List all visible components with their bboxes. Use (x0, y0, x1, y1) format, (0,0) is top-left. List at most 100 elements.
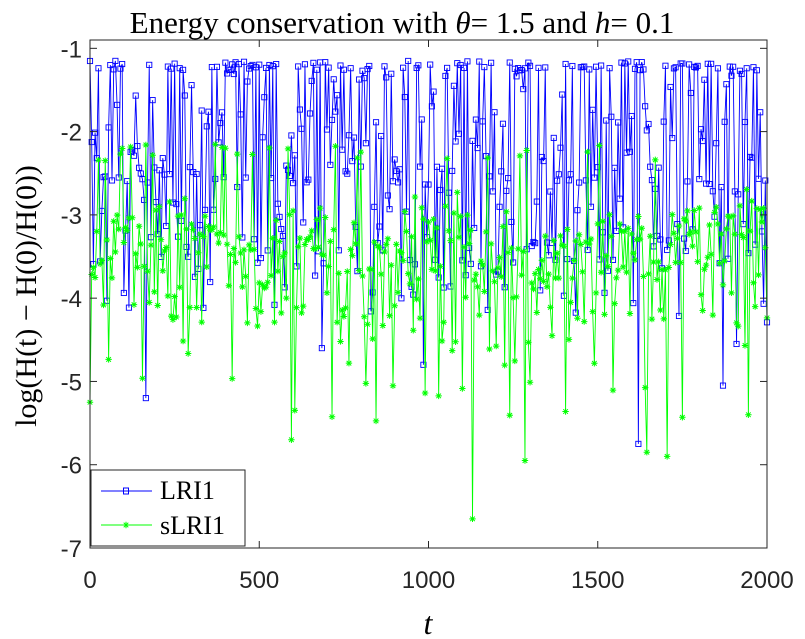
data-point-slri1 (342, 304, 349, 312)
data-point-lri1 (296, 106, 303, 113)
data-point-slri1 (667, 241, 674, 248)
data-point-lri1 (361, 75, 368, 82)
data-point-lri1 (328, 116, 336, 123)
data-point-slri1 (736, 202, 744, 210)
data-point-slri1 (415, 275, 422, 283)
data-point-slri1 (140, 263, 148, 270)
data-point-lri1 (449, 167, 456, 174)
data-point-lri1 (672, 64, 679, 71)
data-point-slri1 (597, 269, 605, 276)
data-point-slri1 (118, 145, 126, 152)
data-point-slri1 (162, 244, 170, 251)
data-point-lri1 (301, 61, 309, 68)
data-point-slri1 (245, 241, 253, 249)
data-point-slri1 (531, 270, 539, 277)
data-point-slri1 (161, 247, 168, 255)
data-point-lri1 (166, 171, 173, 178)
data-point-slri1 (196, 230, 204, 238)
data-point-slri1 (149, 152, 156, 159)
data-point-slri1 (125, 214, 133, 222)
data-point-slri1 (460, 243, 468, 251)
data-point-lri1 (692, 64, 699, 71)
data-point-slri1 (205, 223, 212, 230)
data-point-slri1 (506, 412, 513, 419)
data-point-slri1 (404, 270, 412, 277)
data-point-slri1 (674, 235, 681, 242)
data-point-slri1 (574, 315, 581, 322)
data-point-slri1 (247, 246, 254, 254)
data-point-slri1 (470, 276, 478, 284)
data-point-slri1 (469, 515, 476, 523)
data-point-slri1 (528, 279, 535, 287)
data-point-slri1 (663, 453, 671, 460)
chart-title-theta-value: = 1.5 (471, 5, 535, 40)
data-point-lri1 (416, 163, 424, 170)
data-point-lri1 (481, 64, 488, 71)
data-point-slri1 (413, 295, 420, 303)
data-point-slri1 (520, 248, 527, 255)
data-point-slri1 (459, 385, 466, 392)
data-point-lri1 (670, 65, 677, 72)
data-point-lri1 (540, 158, 547, 165)
data-point-lri1 (362, 140, 369, 147)
data-point-legend (122, 521, 130, 529)
data-point-lri1 (196, 222, 204, 229)
data-point-lri1 (533, 198, 540, 205)
data-point-lri1 (430, 88, 437, 95)
data-point-lri1 (527, 62, 534, 69)
data-point-slri1 (406, 280, 414, 288)
data-point-slri1 (333, 319, 341, 326)
data-point-lri1 (350, 134, 358, 141)
data-point-slri1 (322, 214, 329, 221)
data-point-lri1 (645, 120, 652, 128)
data-point-lri1 (295, 63, 302, 70)
data-point-lri1 (525, 59, 532, 66)
data-point-slri1 (144, 267, 151, 275)
data-point-slri1 (691, 207, 698, 214)
data-point-slri1 (232, 259, 239, 266)
data-point-lri1 (190, 169, 197, 176)
data-point-slri1 (726, 213, 733, 221)
data-point-slri1 (582, 238, 590, 246)
data-point-lri1 (242, 174, 249, 181)
data-point-lri1 (257, 255, 264, 262)
data-point-lri1 (286, 172, 293, 180)
data-point-slri1 (323, 289, 331, 297)
data-point-slri1 (411, 193, 419, 201)
data-point-slri1 (240, 246, 248, 254)
data-point-slri1 (537, 275, 544, 282)
data-point-slri1 (494, 264, 502, 272)
data-point-slri1 (714, 220, 722, 228)
data-point-slri1 (697, 291, 705, 298)
data-point-lri1 (117, 65, 124, 72)
data-point-lri1 (697, 126, 705, 133)
data-point-lri1 (213, 63, 220, 70)
data-point-slri1 (687, 228, 695, 236)
series-layer (86, 57, 771, 523)
data-point-lri1 (173, 201, 180, 208)
data-point-slri1 (685, 231, 693, 238)
data-point-lri1 (472, 116, 479, 123)
data-point-lri1 (488, 59, 495, 66)
data-point-slri1 (371, 238, 378, 246)
data-point-slri1 (670, 229, 678, 237)
data-point-slri1 (655, 258, 662, 266)
data-point-slri1 (349, 252, 356, 259)
data-point-slri1 (525, 339, 532, 346)
data-point-lri1 (305, 176, 312, 183)
data-point-slri1 (267, 272, 275, 279)
data-point-lri1 (100, 174, 107, 181)
data-point-slri1 (306, 233, 314, 240)
data-point-lri1 (149, 97, 156, 104)
data-point-slri1 (481, 288, 488, 295)
data-point-lri1 (394, 179, 402, 186)
data-point-slri1 (740, 234, 747, 241)
data-point-slri1 (252, 305, 260, 312)
data-point-lri1 (308, 77, 315, 84)
data-point-slri1 (93, 228, 100, 235)
data-point-slri1 (344, 268, 351, 275)
data-point-slri1 (584, 148, 591, 156)
data-point-slri1 (565, 336, 573, 343)
data-point-slri1 (721, 257, 728, 265)
data-point-lri1 (662, 62, 669, 69)
